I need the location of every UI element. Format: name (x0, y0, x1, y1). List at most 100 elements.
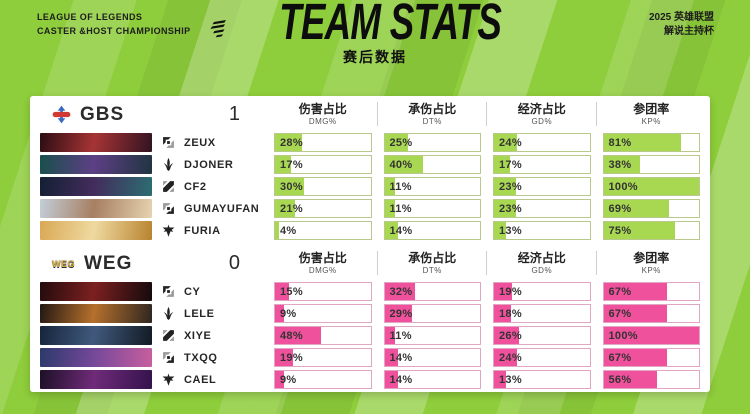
event-title-left: LEAGUE OF LEGENDS CASTER &HOST CHAMPIONS… (37, 11, 191, 38)
bot-lane-icon (162, 351, 175, 364)
stat-bar: 28% (274, 133, 372, 152)
stat-bar: 75% (602, 221, 700, 240)
column-label-zh: 参团率 (633, 250, 670, 265)
column-header-gd: 经济占比 GD% (486, 250, 591, 275)
column-divider (595, 101, 597, 126)
champion-art (40, 326, 152, 345)
stat-bar: 17% (493, 155, 591, 174)
player-row: CAEL (40, 370, 262, 389)
stat-value: 24% (499, 351, 522, 364)
team-section-gbs: GBS 1 伤害占比 DMG% 承伤占比 DT% 经济占比 GD% 参团率 KP… (40, 99, 700, 240)
stat-value: 23% (499, 202, 522, 215)
stat-bar: 24% (493, 133, 591, 152)
bot-lane-icon (162, 202, 175, 215)
stat-bar: 100% (602, 326, 700, 345)
stat-bar-fill (494, 178, 516, 195)
player-row: CY (40, 282, 262, 301)
event-name-cn: 2025 英雄联盟 (648, 12, 714, 23)
stat-bar: 4% (274, 221, 372, 240)
player-row: ZEUX (40, 133, 262, 152)
stat-bar-fill (275, 200, 296, 217)
stat-bar: 67% (602, 282, 700, 301)
stat-bar-fill (384, 327, 395, 344)
mid-lane-icon (162, 180, 175, 193)
stat-bar: 21% (274, 199, 372, 218)
column-label-zh: 参团率 (633, 101, 670, 116)
column-header-kp: 参团率 KP% (595, 101, 701, 126)
column-label-en: DT% (422, 117, 442, 127)
column-label-zh: 伤害占比 (298, 250, 347, 265)
stat-value: 13% (499, 373, 522, 386)
stat-bar-fill (384, 134, 409, 151)
stat-bar: 81% (602, 133, 700, 152)
stat-value: 26% (499, 329, 522, 342)
stat-bar-fill (603, 371, 657, 388)
stat-bar-fill (494, 327, 519, 344)
stat-value: 28% (280, 136, 303, 149)
stat-bar-fill (494, 156, 511, 173)
column-label-zh: 经济占比 (517, 101, 566, 116)
stat-bar-fill (275, 222, 279, 239)
column-divider (486, 101, 487, 126)
team-score: 0 (228, 252, 240, 274)
player-name: CF2 (184, 180, 207, 193)
stat-bar-fill (384, 200, 395, 217)
stat-bar: 11% (383, 177, 481, 196)
top-lane-icon (162, 285, 175, 298)
stat-bar-fill (275, 349, 294, 366)
column-header-kp: 参团率 KP% (595, 250, 701, 275)
stat-value: 23% (499, 180, 522, 193)
stat-bar: 13% (493, 370, 591, 389)
column-label-en: DT% (422, 266, 442, 276)
stat-bar-fill (603, 327, 699, 344)
column-label-en: DMG% (308, 266, 337, 276)
column-header-dmg: 伤害占比 DMG% (274, 250, 372, 276)
column-divider (595, 250, 597, 275)
stat-bar: 32% (383, 282, 481, 301)
stat-bar-fill (384, 349, 398, 366)
stat-bar-fill (275, 156, 292, 173)
stat-bar: 40% (383, 155, 481, 174)
gbs-logo-icon (52, 105, 71, 124)
stat-bar-fill (275, 305, 284, 322)
column-header-dmg: 伤害占比 DMG% (274, 102, 372, 127)
stat-value: 19% (499, 285, 522, 298)
stat-value: 13% (499, 224, 522, 237)
player-row: FURIA (40, 221, 262, 240)
stat-bar: 26% (493, 326, 591, 345)
player-name: CY (184, 285, 201, 298)
stat-value: 11% (389, 180, 412, 193)
stat-bar-fill (384, 156, 423, 173)
champion-art (40, 282, 152, 301)
column-label-zh: 经济占比 (517, 250, 566, 265)
stat-bar-fill (494, 305, 512, 322)
player-row: LELE (40, 304, 262, 323)
stat-bar-fill (494, 222, 507, 239)
stat-bar-fill (603, 349, 668, 366)
stat-bar-fill (494, 371, 507, 388)
stat-value: 21% (280, 202, 303, 215)
stat-value: 14% (389, 224, 413, 237)
stat-value: 100% (608, 329, 638, 342)
stat-bar-fill (603, 200, 670, 217)
champion-art (40, 370, 152, 389)
team-name: GBS (80, 103, 125, 125)
stat-value: 11% (389, 202, 412, 215)
event-subname-cn: 解说主持杯 (664, 26, 714, 37)
stat-bar-fill (603, 283, 668, 300)
stat-bar-fill (494, 283, 513, 300)
column-divider (376, 101, 378, 126)
stat-bar-fill (494, 134, 517, 151)
stat-bar: 14% (383, 348, 481, 367)
stat-bar: 38% (602, 155, 700, 174)
broadcast-mark-icon (206, 19, 232, 39)
stat-bar: 18% (493, 304, 591, 323)
column-divider (376, 250, 378, 275)
event-title-right: 2025 英雄联盟 解说主持杯 (649, 11, 714, 39)
stat-bar: 13% (493, 221, 591, 240)
player-name: CAEL (184, 373, 217, 386)
stat-bar: 11% (383, 326, 481, 345)
stat-bar: 14% (383, 221, 481, 240)
column-label-en: DMG% (308, 117, 337, 127)
stat-bar: 67% (602, 348, 700, 367)
